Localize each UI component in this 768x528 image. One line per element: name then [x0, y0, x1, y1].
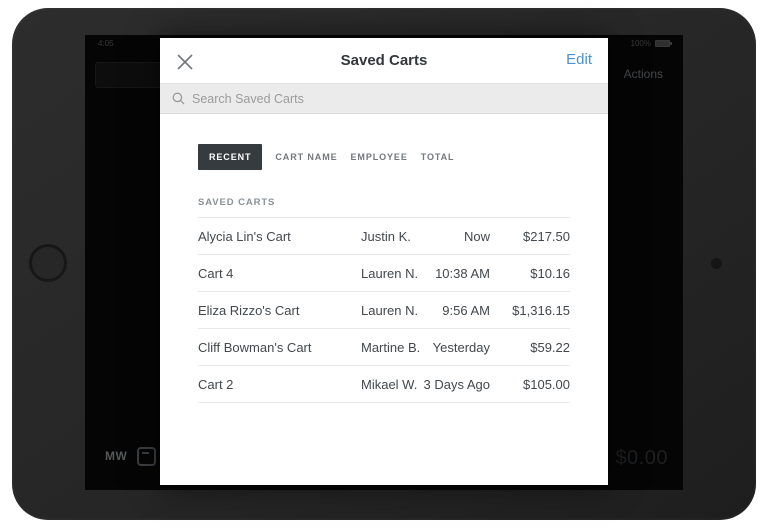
cart-name: Cliff Bowman's Cart [198, 339, 312, 355]
cart-name: Eliza Rizzo's Cart [198, 302, 300, 318]
cart-total: $1,316.15 [512, 302, 570, 318]
cart-time: Now [463, 228, 490, 244]
modal-content: RECENT CART NAME EMPLOYEE TOTAL SAVED CARTS… [160, 144, 608, 403]
cart-total: $59.22 [530, 339, 570, 355]
saved-carts-list: Alycia Lin's Cart Justin K. Now $217.50 Cart… [198, 218, 570, 403]
tab-total[interactable]: TOTAL [420, 152, 455, 162]
status-time: 4:05 [98, 38, 114, 48]
edit-button[interactable]: Edit [566, 51, 592, 68]
cart-name: Alycia Lin's Cart [198, 228, 291, 244]
cart-row[interactable]: Eliza Rizzo's Cart Lauren N. 9:56 AM $1,316… [198, 292, 570, 329]
tab-employee[interactable]: EMPLOYEE [350, 152, 408, 162]
cart-row[interactable]: Alycia Lin's Cart Justin K. Now $217.50 [198, 218, 570, 255]
cart-name: Cart 4 [198, 265, 234, 281]
cart-name: Cart 2 [198, 376, 234, 392]
cart-row[interactable]: Cliff Bowman's Cart Martine B. Yesterday $5… [198, 329, 570, 366]
cart-employee: Lauren N. [361, 302, 419, 318]
cart-time: 9:56 AM [442, 302, 490, 318]
cart-employee: Martine B. [361, 339, 421, 355]
actions-button[interactable]: Actions [623, 67, 663, 81]
search-bar[interactable] [160, 84, 608, 114]
tab-recent[interactable]: RECENT [198, 144, 263, 170]
cart-time: Yesterday [432, 339, 490, 355]
home-button[interactable] [29, 244, 67, 282]
modal-title: Saved Carts [340, 52, 428, 69]
cart-employee: Mikael W. [361, 376, 418, 392]
battery-percent: 100% [630, 38, 651, 48]
cart-employee: Justin K. [361, 228, 411, 244]
section-label: SAVED CARTS [198, 197, 570, 218]
status-bar: 4:05 100% [85, 35, 683, 51]
tab-cart-name[interactable]: CART NAME [275, 152, 338, 162]
cart-time: 10:38 AM [435, 265, 490, 281]
modal-header: Saved Carts Edit [160, 38, 608, 84]
cart-row[interactable]: Cart 4 Lauren N. 10:38 AM $10.16 [198, 255, 570, 292]
cart-employee: Lauren N. [361, 265, 419, 281]
battery-icon [655, 39, 672, 47]
search-icon [172, 92, 185, 105]
cart-total: $105.00 [523, 376, 570, 392]
sort-tabs: RECENT CART NAME EMPLOYEE TOTAL [198, 144, 570, 170]
cart-time: 3 Days Ago [423, 376, 491, 392]
search-input[interactable] [192, 91, 608, 106]
cart-total-display: $0.00 [615, 447, 668, 469]
employee-initials-badge: MW [105, 449, 128, 463]
cart-total: $10.16 [530, 265, 570, 281]
ticket-icon [137, 447, 156, 466]
close-button[interactable] [174, 51, 196, 73]
cart-total: $217.50 [523, 228, 570, 244]
saved-carts-modal: Saved Carts Edit RECENT CART NAME EMPLOYEE… [160, 38, 608, 485]
camera-icon [711, 258, 722, 269]
cart-row[interactable]: Cart 2 Mikael W. 3 Days Ago $105.00 [198, 366, 570, 403]
close-icon [177, 54, 193, 70]
